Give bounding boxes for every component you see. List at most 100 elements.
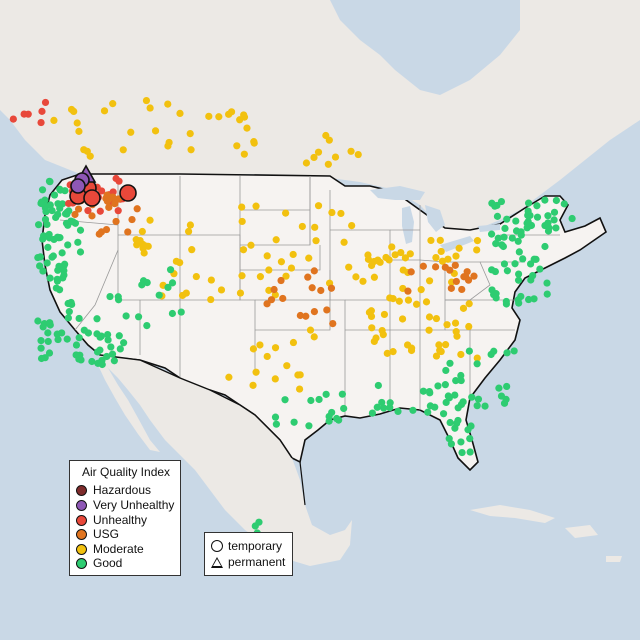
monitor-dot: [236, 116, 244, 124]
monitor-dot: [473, 360, 481, 368]
monitor-dot: [115, 332, 123, 340]
monitor-dot: [96, 207, 104, 215]
monitor-dot: [46, 201, 54, 209]
monitor-dot: [345, 263, 353, 271]
monitor-dot: [552, 196, 560, 205]
monitor-dot: [73, 119, 81, 127]
lake-erie: [440, 236, 474, 252]
monitor-dot: [409, 406, 417, 414]
monitor-dot: [458, 448, 466, 457]
monitor-dot: [37, 118, 45, 127]
monitor-dot: [134, 313, 143, 321]
monitor-dot: [446, 359, 454, 367]
monitor-dot: [434, 382, 442, 390]
monitor-dot: [525, 295, 533, 304]
monitor-dot: [133, 205, 141, 213]
monitor-dot: [457, 438, 465, 446]
monitor-dot: [283, 362, 291, 370]
monitor-dot: [401, 254, 409, 262]
monitor-dot: [151, 127, 160, 135]
monitor-dot: [333, 414, 341, 423]
monitor-dot: [36, 253, 44, 261]
monitor-dot: [100, 107, 109, 115]
monitor-dot: [88, 212, 96, 220]
legend-label-hazardous: Hazardous: [93, 483, 152, 497]
monitor-dot: [112, 217, 120, 226]
monitor-dot: [322, 390, 330, 398]
monitor-dot: [44, 329, 52, 337]
monitor-dot: [136, 236, 144, 245]
monitor-dot: [524, 199, 533, 207]
monitor-dot: [112, 174, 120, 183]
monitor-dot: [38, 107, 46, 115]
monitor-dot: [457, 400, 466, 409]
legend-label-good: Good: [93, 556, 123, 570]
monitor-dot: [515, 299, 523, 307]
legend-item-usg: USG: [76, 527, 119, 541]
unhealthy-swatch: [76, 514, 87, 526]
monitor-dot: [494, 234, 502, 242]
monitor-dot: [508, 234, 516, 242]
legend-label-permanent: permanent: [228, 555, 286, 569]
monitor-dot: [307, 396, 315, 405]
monitor-dot: [378, 398, 386, 407]
monitor-dot: [437, 247, 445, 256]
monitor-dot: [225, 110, 233, 118]
monitor-dot: [568, 214, 576, 223]
monitor-dot: [249, 381, 257, 389]
monitor-dot: [37, 344, 45, 352]
legend-label-unhealthy: Unhealthy: [93, 513, 148, 527]
monitor-dot: [473, 402, 481, 410]
monitor-dot: [43, 259, 51, 267]
monitor-dot: [492, 240, 500, 248]
lake-superior: [370, 186, 425, 200]
monitor-dot: [177, 308, 185, 316]
monitor-dot: [289, 338, 298, 347]
monitor-dot: [75, 127, 83, 135]
monitor-dot: [465, 347, 473, 355]
hudson-bay: [330, 0, 520, 95]
usg-swatch: [76, 528, 87, 540]
monitor-dot: [37, 199, 45, 207]
monitor-dot: [41, 98, 50, 107]
monitor-dot: [441, 381, 449, 389]
monitor-dot: [62, 219, 71, 227]
monitor-dot: [527, 276, 535, 284]
monitor-dot: [331, 153, 340, 161]
monitor-dot: [306, 326, 315, 334]
monitor-dot: [138, 227, 146, 236]
monitor-dot: [443, 321, 451, 329]
monitor-dot: [279, 294, 287, 303]
monitor-dot: [368, 409, 377, 417]
monitor-dot: [338, 390, 346, 398]
monitor-dot: [265, 266, 273, 274]
monitor-dot: [519, 255, 527, 263]
monitor-dot: [376, 258, 384, 266]
monitor-dot: [493, 212, 502, 220]
monitor-dot: [373, 403, 381, 411]
monitor-dot: [155, 291, 163, 299]
monitor-dot: [287, 264, 296, 272]
monitor-dot: [398, 315, 407, 323]
monitor-dot: [441, 341, 450, 349]
monitor-dot: [243, 124, 251, 132]
monitor-dot: [271, 375, 279, 383]
monitor-dot: [550, 216, 558, 224]
monitor-dot: [452, 328, 460, 336]
triangle-icon: [211, 556, 223, 568]
monitor-dot: [435, 341, 443, 349]
monitor-dot: [295, 385, 304, 393]
monitor-dot: [446, 266, 454, 274]
monitor-dot: [36, 262, 44, 270]
monitor-dot: [473, 354, 481, 362]
legend-label-moderate: Moderate: [93, 542, 144, 556]
monitor-dot: [205, 112, 213, 120]
monitor-dot: [63, 335, 71, 343]
monitor-dot: [370, 257, 378, 266]
monitor-dot: [50, 235, 58, 244]
monitor-dot: [263, 300, 271, 308]
monitor-dot: [67, 298, 75, 307]
monitor-dot: [502, 300, 511, 308]
monitor-dot: [240, 150, 248, 158]
monitor-dot: [271, 344, 280, 352]
